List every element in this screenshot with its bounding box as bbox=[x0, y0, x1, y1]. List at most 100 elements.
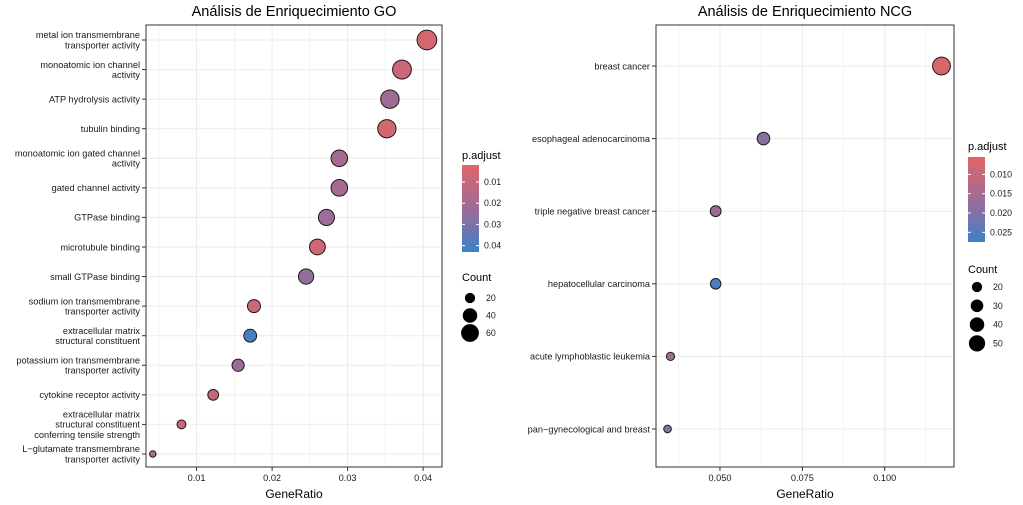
ncg-size-legend: Count 20 30 40 50 bbox=[968, 264, 1003, 352]
data-point bbox=[243, 328, 258, 343]
data-point bbox=[309, 238, 326, 256]
size-legend-dot bbox=[462, 308, 478, 323]
y-tick-label: small GTPase binding bbox=[50, 272, 140, 282]
y-tick-label: sodium ion transmembrane transporter acti… bbox=[29, 296, 141, 316]
data-point bbox=[380, 89, 400, 109]
color-bar-label: 0.020 bbox=[990, 208, 1012, 218]
size-legend-label: 30 bbox=[993, 301, 1003, 311]
data-point bbox=[663, 424, 672, 434]
go-grid bbox=[146, 25, 442, 467]
go-panel-border bbox=[145, 24, 443, 468]
ncg-points bbox=[663, 56, 951, 434]
color-bar-label: 0.025 bbox=[990, 227, 1012, 237]
color-bar-label: 0.02 bbox=[484, 198, 501, 208]
y-tick-label: breast cancer bbox=[594, 61, 650, 71]
ncg-y-axis: breast cancer esophageal adenocarcinoma tr… bbox=[528, 61, 656, 434]
y-tick-label: ATP hydrolysis activity bbox=[49, 94, 140, 104]
y-tick-label: extracellular matrix structural constitue… bbox=[34, 410, 140, 440]
size-legend-label: 50 bbox=[993, 338, 1003, 348]
size-legend-dot bbox=[968, 335, 986, 352]
ncg-color-legend-title: p.adjust bbox=[968, 141, 1007, 153]
data-point bbox=[709, 205, 722, 218]
go-x-axis: 0.01 0.02 0.03 0.04 bbox=[188, 467, 432, 483]
go-size-legend-title: Count bbox=[462, 272, 491, 284]
go-size-legend: Count 20 40 60 bbox=[461, 272, 496, 342]
x-tick-label: 0.01 bbox=[188, 473, 206, 483]
size-legend-label: 20 bbox=[993, 282, 1003, 292]
ncg-title: Análisis de Enriquecimiento NCG bbox=[698, 4, 912, 20]
ncg-x-axis: 0.050 0.075 0.100 bbox=[708, 467, 896, 483]
y-tick-label: microtubule binding bbox=[60, 242, 140, 252]
y-tick-label: tubulin binding bbox=[81, 124, 140, 134]
x-tick-label: 0.02 bbox=[263, 473, 281, 483]
y-tick-label: metal ion transmembrane transporter activ… bbox=[36, 30, 141, 50]
size-legend-dot bbox=[971, 281, 983, 293]
size-legend-dot bbox=[969, 317, 985, 332]
data-point bbox=[330, 179, 349, 197]
go-color-bar bbox=[462, 165, 479, 252]
y-tick-label: acute lymphoblastic leukemia bbox=[530, 352, 651, 362]
ncg-grid bbox=[656, 25, 954, 467]
y-tick-label: hepatocellular carcinoma bbox=[548, 279, 651, 289]
size-legend-label: 20 bbox=[486, 293, 496, 303]
ncg-panel-border bbox=[655, 24, 955, 468]
size-legend-dot bbox=[464, 292, 476, 304]
data-point bbox=[932, 56, 951, 76]
ncg-color-legend: p.adjust 0.010 0.015 0.020 0.025 bbox=[968, 141, 1012, 242]
ncg-size-items: 20 30 40 50 bbox=[968, 281, 1003, 352]
size-legend-label: 40 bbox=[993, 320, 1003, 330]
data-point bbox=[416, 29, 438, 51]
y-tick-label: monoatomic ion channel activity bbox=[40, 60, 140, 80]
size-legend-dot bbox=[970, 299, 984, 313]
data-point bbox=[149, 450, 157, 458]
y-tick-label: GTPase binding bbox=[74, 213, 140, 223]
x-tick-label: 0.03 bbox=[339, 473, 357, 483]
ncg-chart: Análisis de Enriquecimiento NCG breast c… bbox=[528, 4, 1012, 501]
go-y-axis: metal ion transmembrane transporter activ… bbox=[15, 30, 146, 464]
data-point bbox=[709, 278, 722, 290]
color-bar-label: 0.015 bbox=[990, 189, 1012, 199]
size-legend-dot bbox=[461, 324, 479, 342]
data-point bbox=[317, 208, 336, 226]
color-bar-label: 0.010 bbox=[990, 169, 1012, 179]
data-point bbox=[207, 388, 220, 401]
go-title: Análisis de Enriquecimiento GO bbox=[192, 4, 397, 20]
data-point bbox=[330, 149, 349, 168]
y-tick-label: triple negative breast cancer bbox=[535, 207, 650, 217]
data-point bbox=[377, 119, 397, 139]
y-tick-label: L−glutamate transmembrane transporter act… bbox=[22, 444, 140, 464]
go-size-items: 20 40 60 bbox=[461, 292, 496, 342]
go-points bbox=[149, 29, 438, 458]
data-point bbox=[392, 59, 412, 80]
ncg-color-bar bbox=[968, 157, 985, 242]
data-point bbox=[665, 351, 676, 362]
go-x-axis-title: GeneRatio bbox=[265, 487, 323, 501]
color-bar-label: 0.03 bbox=[484, 219, 501, 229]
data-point bbox=[297, 268, 315, 285]
data-point bbox=[246, 299, 261, 314]
y-tick-label: gated channel activity bbox=[52, 183, 141, 193]
y-tick-label: pan−gynecological and breast bbox=[528, 424, 651, 434]
x-tick-label: 0.050 bbox=[708, 473, 731, 483]
y-tick-label: potassium ion transmembrane transporter a… bbox=[16, 355, 140, 375]
go-color-bar-ticks: 0.01 0.02 0.03 0.04 bbox=[462, 177, 501, 251]
ncg-x-axis-title: GeneRatio bbox=[776, 487, 834, 501]
data-point bbox=[756, 131, 771, 146]
ncg-size-legend-title: Count bbox=[968, 264, 997, 276]
ncg-color-bar-ticks: 0.010 0.015 0.020 0.025 bbox=[968, 169, 1012, 237]
y-tick-label: monoatomic ion gated channel activity bbox=[15, 148, 141, 168]
size-legend-label: 40 bbox=[486, 311, 496, 321]
go-chart: Análisis de Enriquecimiento GO metal ion… bbox=[15, 4, 501, 501]
y-tick-label: cytokine receptor activity bbox=[39, 390, 140, 400]
x-tick-label: 0.075 bbox=[791, 473, 814, 483]
y-tick-label: esophageal adenocarcinoma bbox=[532, 134, 651, 144]
size-legend-label: 60 bbox=[486, 328, 496, 338]
y-tick-label: extracellular matrix structural constitue… bbox=[55, 326, 140, 346]
go-color-legend-title: p.adjust bbox=[462, 150, 501, 162]
x-tick-label: 0.04 bbox=[414, 473, 432, 483]
color-bar-label: 0.01 bbox=[484, 177, 501, 187]
go-color-legend: p.adjust 0.01 0.02 0.03 0.04 bbox=[462, 150, 501, 252]
data-point bbox=[176, 419, 187, 430]
color-bar-label: 0.04 bbox=[484, 241, 501, 251]
